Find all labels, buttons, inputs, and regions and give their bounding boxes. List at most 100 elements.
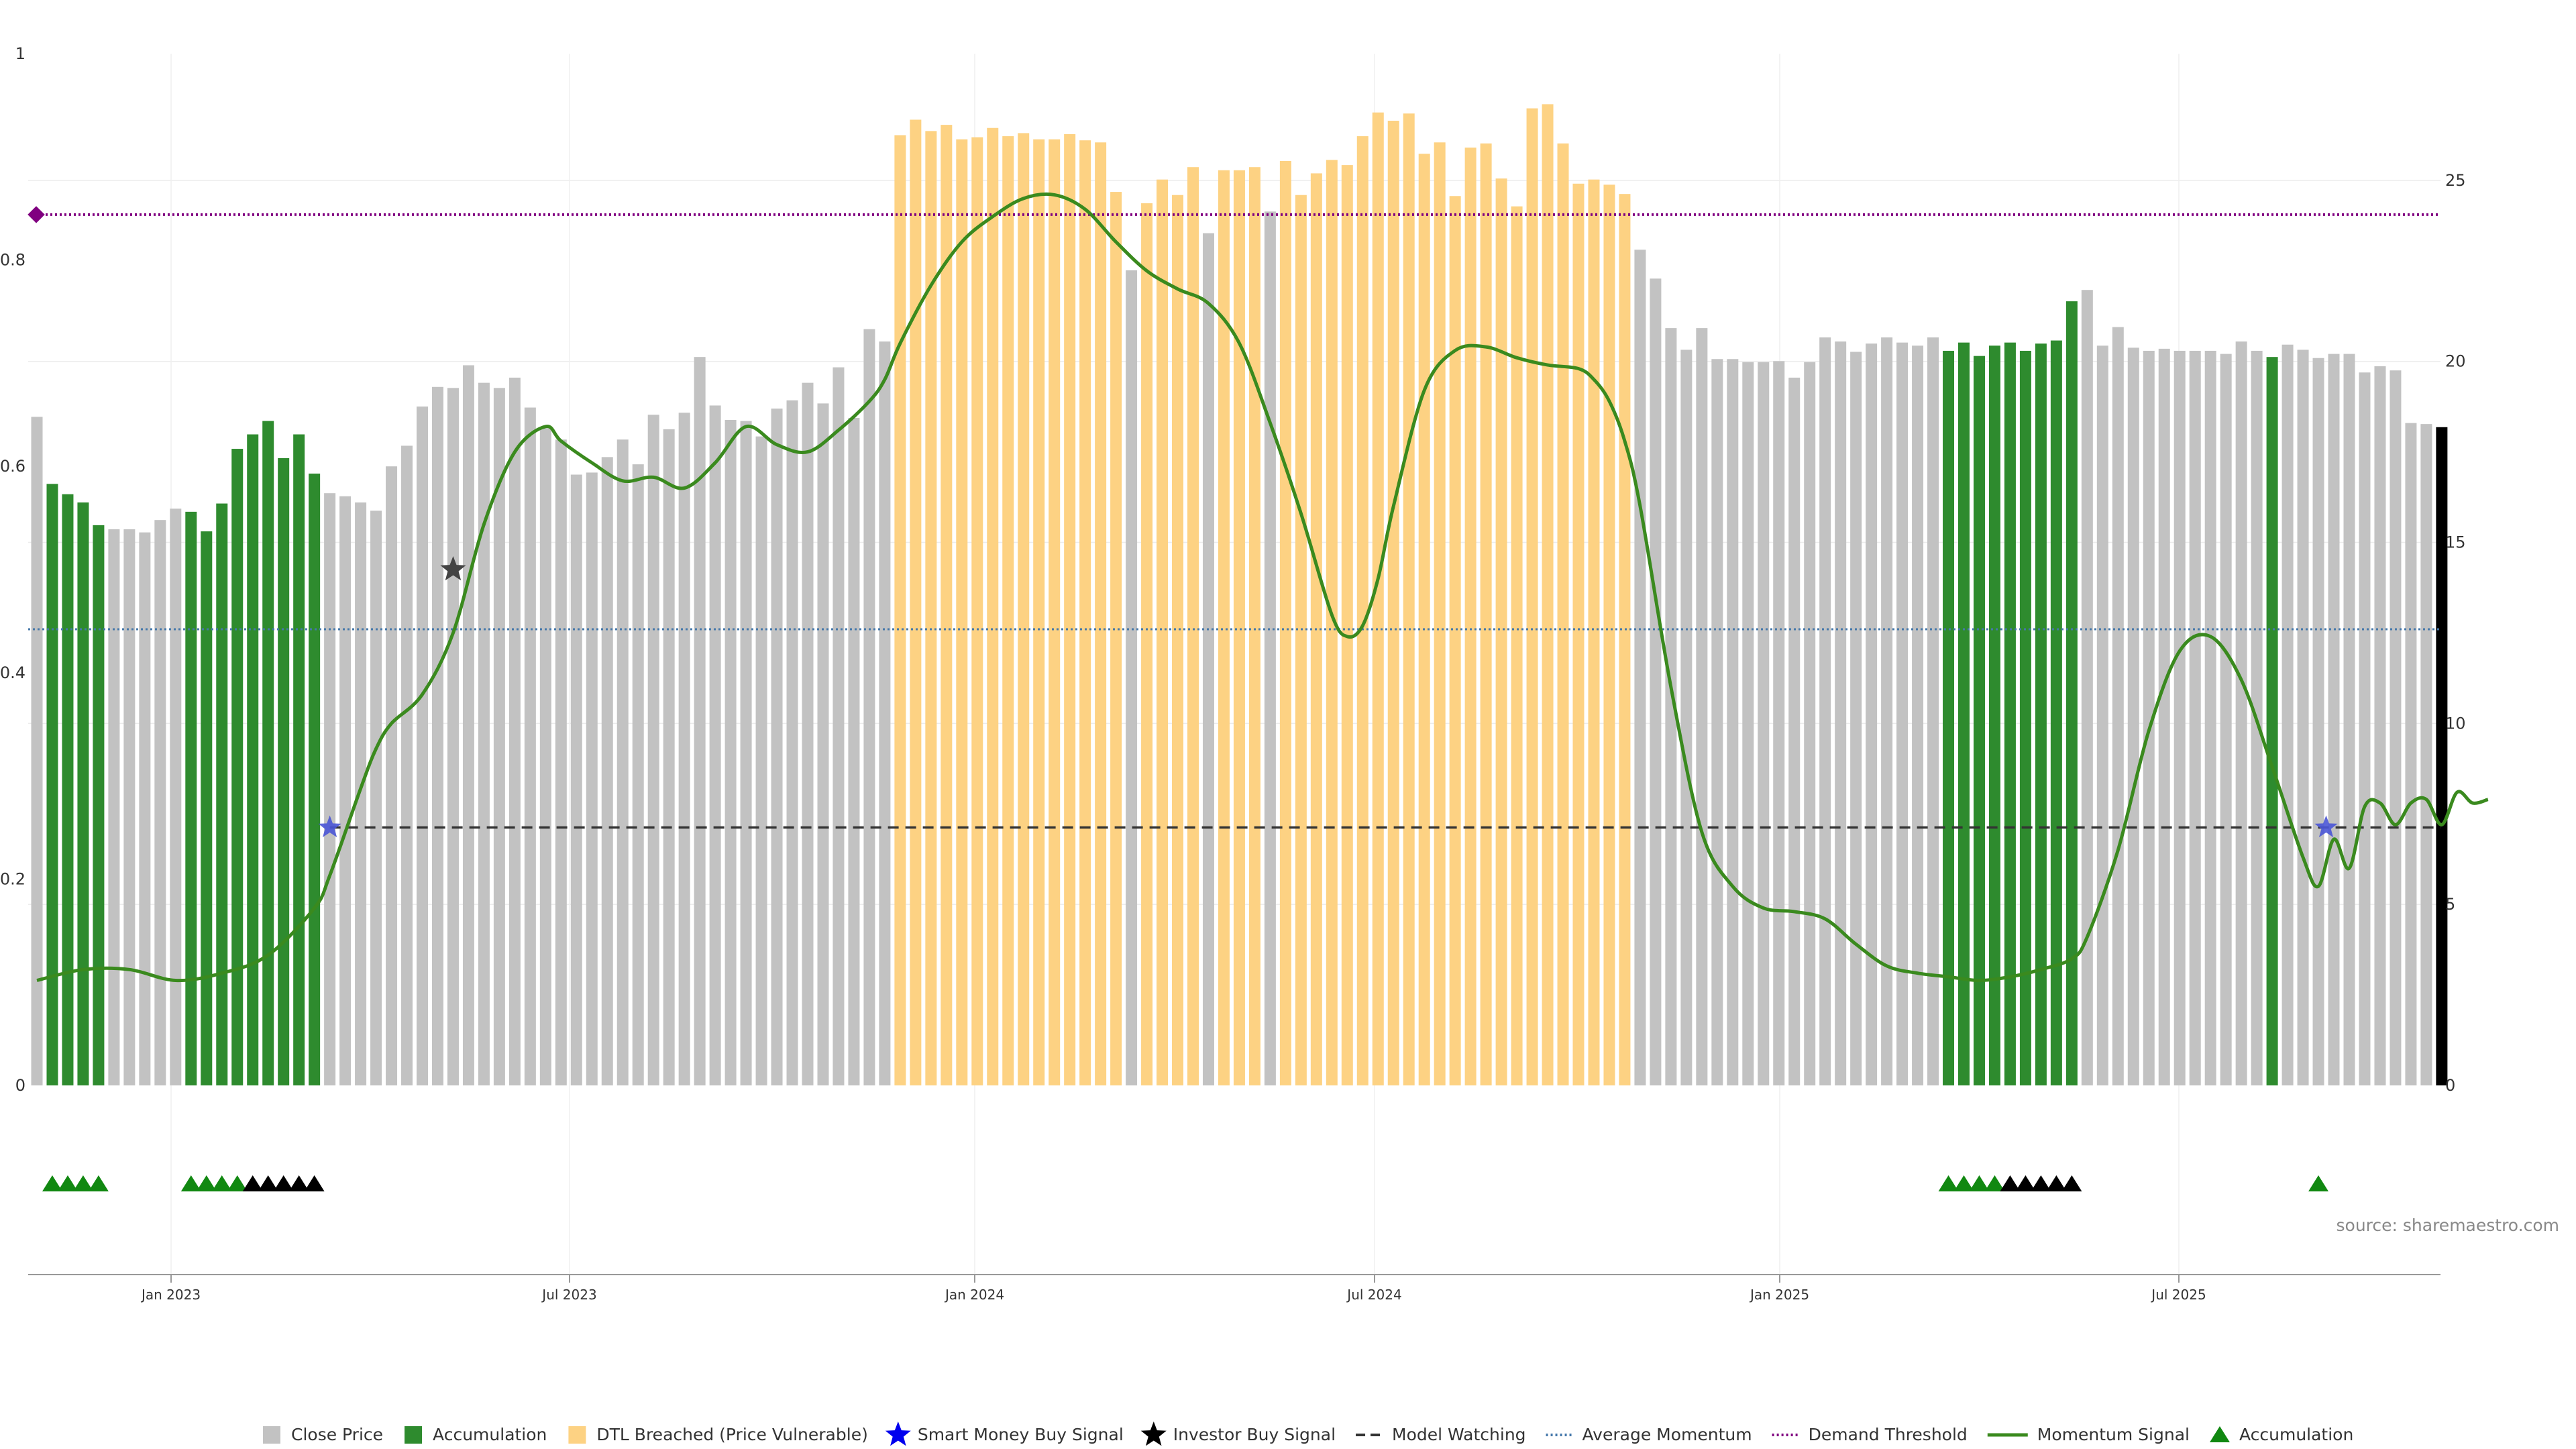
bar-accumulation	[2019, 350, 2031, 1085]
bar-close-price	[1711, 359, 1723, 1085]
bar-dtl-breached	[1095, 142, 1107, 1085]
bar-close-price	[848, 417, 860, 1085]
price-bars	[31, 104, 2448, 1086]
x-tick-label: Jan 2025	[1749, 1287, 1809, 1303]
y-left-tick-label: 1	[15, 44, 25, 63]
bar-close-price	[1881, 337, 1893, 1086]
bar-dtl-breached	[1372, 112, 1384, 1085]
bar-close-price	[1773, 361, 1785, 1085]
source-credit: source: sharemaestro.com	[2337, 1216, 2560, 1235]
signal-triangle-black	[273, 1175, 294, 1191]
bar-dtl-breached	[1588, 179, 1600, 1085]
bar-close-price	[724, 419, 737, 1085]
bar-close-price	[1202, 233, 1214, 1085]
bar-close-price	[833, 367, 845, 1085]
bar-accumulation	[1943, 350, 1955, 1085]
bar-close-price	[2143, 350, 2155, 1085]
bar-close-price	[2189, 350, 2201, 1085]
bar-dtl-breached	[1157, 179, 1169, 1085]
y-left-tick-label: 0.8	[0, 251, 25, 270]
bar-accumulation	[62, 494, 74, 1085]
bar-close-price	[417, 406, 428, 1085]
bar-close-price	[123, 529, 136, 1085]
signal-triangle-black	[258, 1175, 278, 1191]
bar-close-price	[339, 496, 352, 1085]
y-right-tick-label: 5	[2445, 895, 2455, 914]
legend-label: Model Watching	[1392, 1425, 1526, 1444]
accumulation-triangle	[42, 1175, 62, 1191]
bar-dtl-breached	[1172, 195, 1184, 1085]
bar-dtl-breached	[1542, 104, 1554, 1085]
legend-star-smart_money	[885, 1421, 911, 1446]
bar-close-price	[2312, 358, 2324, 1086]
bar-close-price	[1696, 328, 1708, 1085]
legend-swatch-close	[263, 1426, 280, 1444]
bar-accumulation	[247, 434, 259, 1085]
bar-dtl-breached	[941, 125, 953, 1086]
bar-close-price	[493, 388, 505, 1085]
bar-dtl-breached	[1495, 178, 1507, 1085]
bar-close-price	[2405, 423, 2417, 1085]
bar-dtl-breached	[1002, 136, 1014, 1085]
legend: Close Price Accumulation DTL Breached (Pri…	[263, 1421, 2353, 1446]
bar-close-price	[2220, 354, 2232, 1085]
x-tick-label: Jul 2025	[2150, 1287, 2206, 1303]
y-right-tick-label: 25	[2445, 171, 2466, 190]
bar-dtl-breached	[910, 119, 922, 1085]
bar-accumulation	[2065, 301, 2078, 1085]
accumulation-triangle	[1984, 1175, 2005, 1191]
x-tick-label: Jul 2023	[541, 1287, 596, 1303]
bar-accumulation	[216, 503, 228, 1085]
signal-triangle-black	[304, 1175, 325, 1191]
bar-close-price	[508, 377, 521, 1085]
bar-close-price	[31, 417, 43, 1085]
legend-label: Close Price	[291, 1425, 383, 1444]
bar-close-price	[802, 382, 814, 1085]
bar-close-price	[694, 357, 706, 1085]
accumulation-triangle	[227, 1175, 248, 1191]
bar-close-price	[709, 405, 721, 1085]
bar-dtl-breached	[987, 127, 999, 1086]
accumulation-triangles	[42, 1175, 2329, 1191]
bar-close-price	[386, 466, 398, 1085]
bar-close-price	[570, 474, 582, 1085]
bar-close-price	[447, 388, 459, 1085]
legend-swatch-accumulation	[405, 1426, 423, 1444]
bar-dtl-breached	[1619, 194, 1631, 1086]
bar-close-price	[2436, 427, 2448, 1085]
legend-label: Accumulation	[2239, 1425, 2353, 1444]
signal-triangle-black	[2000, 1175, 2021, 1191]
bar-close-price	[1788, 377, 1801, 1085]
bar-dtl-breached	[1341, 165, 1353, 1085]
accumulation-triangle	[1953, 1175, 1974, 1191]
bar-close-price	[462, 365, 474, 1085]
y-right-tick-label: 15	[2445, 533, 2466, 552]
smart-money-buy-star	[2314, 815, 2338, 838]
bar-close-price	[524, 407, 536, 1085]
bar-dtl-breached	[1480, 143, 1492, 1085]
bar-close-price	[1634, 250, 1646, 1086]
legend-label: Average Momentum	[1582, 1425, 1752, 1444]
y-right-tick-label: 20	[2445, 352, 2466, 371]
bar-accumulation	[1958, 342, 1970, 1085]
bar-dtl-breached	[1557, 143, 1569, 1085]
bar-close-price	[1835, 341, 1847, 1085]
bar-close-price	[170, 508, 182, 1085]
bar-close-price	[139, 532, 151, 1085]
bar-close-price	[2328, 354, 2340, 1085]
bar-dtl-breached	[1141, 203, 1153, 1085]
bar-dtl-breached	[1356, 136, 1368, 1085]
bar-close-price	[586, 472, 598, 1085]
bar-close-price	[817, 403, 829, 1085]
bar-accumulation	[2266, 357, 2278, 1085]
bar-close-price	[2081, 290, 2093, 1085]
bar-dtl-breached	[1079, 140, 1091, 1085]
bar-accumulation	[77, 502, 89, 1085]
bar-dtl-breached	[1572, 183, 1585, 1086]
bar-close-price	[478, 382, 490, 1085]
legend-label: DTL Breached (Price Vulnerable)	[596, 1425, 867, 1444]
bar-close-price	[355, 502, 367, 1085]
bar-close-price	[2127, 347, 2139, 1085]
